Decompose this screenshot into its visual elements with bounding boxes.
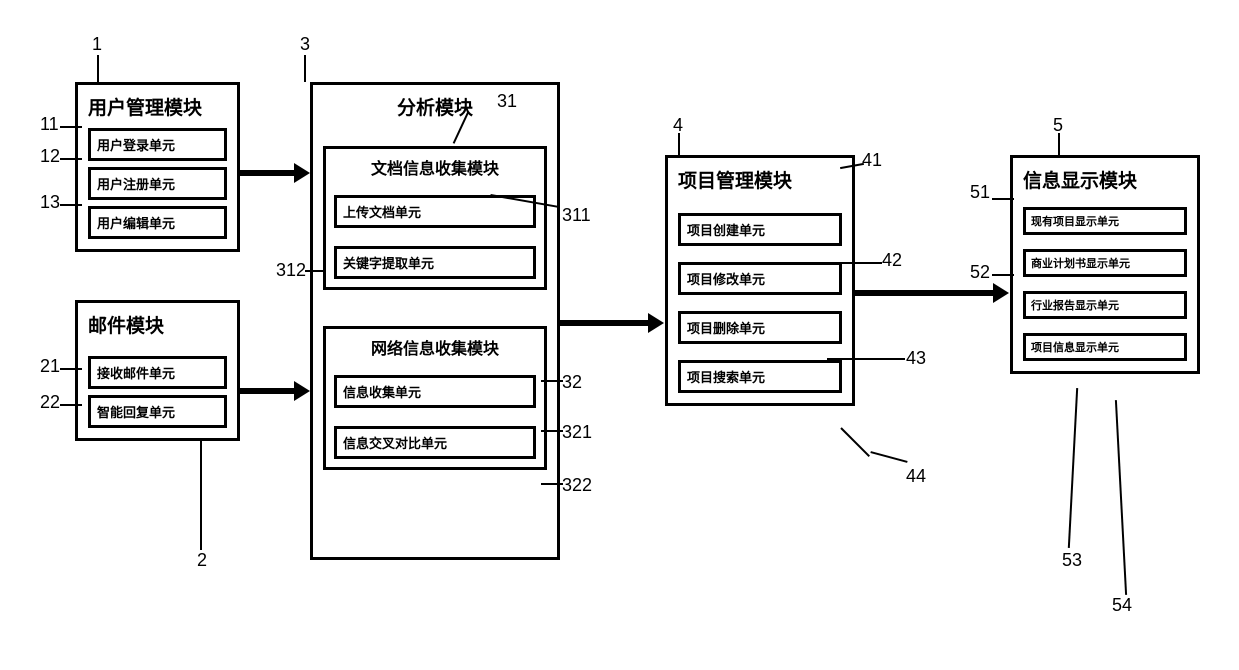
unit-upload-doc: 上传文档单元 [334, 195, 536, 228]
unit-biz-plan: 商业计划书显示单元 [1023, 249, 1187, 277]
module-project-mgmt: 项目管理模块 项目创建单元 项目修改单元 项目删除单元 项目搜索单元 [665, 155, 855, 406]
lead-line [1115, 400, 1127, 595]
lead-line [541, 430, 563, 432]
unit-project-search: 项目搜索单元 [678, 360, 842, 393]
lead-line [840, 427, 870, 457]
arrow-head-icon [294, 163, 310, 183]
label-12: 12 [40, 146, 60, 167]
submodule-doc-info: 文档信息收集模块 上传文档单元 关键字提取单元 [323, 146, 547, 290]
unit-existing-project: 现有项目显示单元 [1023, 207, 1187, 235]
arrow-head-icon [993, 283, 1009, 303]
lead-line [304, 55, 306, 82]
lead-line [60, 158, 82, 160]
module-user-mgmt: 用户管理模块 用户登录单元 用户注册单元 用户编辑单元 [75, 82, 240, 252]
unit-smart-reply: 智能回复单元 [88, 395, 227, 428]
arrow-head-icon [648, 313, 664, 333]
lead-line [541, 380, 563, 382]
arrow-4-to-5 [855, 290, 995, 296]
label-1: 1 [92, 34, 102, 55]
unit-info-collect: 信息收集单元 [334, 375, 536, 408]
lead-line [1058, 133, 1060, 155]
unit-user-register: 用户注册单元 [88, 167, 227, 200]
lead-line [840, 262, 882, 264]
module-title: 邮件模块 [88, 311, 227, 338]
submodule-title: 网络信息收集模块 [334, 335, 536, 359]
arrow-3-to-4 [560, 320, 650, 326]
label-11: 11 [40, 114, 59, 135]
label-54: 54 [1112, 595, 1132, 616]
label-13: 13 [40, 192, 60, 213]
module-info-display: 信息显示模块 现有项目显示单元 商业计划书显示单元 行业报告显示单元 项目信息显… [1010, 155, 1200, 374]
label-312: 312 [276, 260, 306, 281]
submodule-title: 文档信息收集模块 [334, 155, 536, 179]
arrow-1-to-3 [240, 170, 296, 176]
label-3: 3 [300, 34, 310, 55]
module-title: 用户管理模块 [88, 93, 227, 120]
unit-project-create: 项目创建单元 [678, 213, 842, 246]
label-41: 41 [862, 150, 882, 171]
label-21: 21 [40, 356, 60, 377]
lead-line [200, 440, 202, 550]
module-title: 信息显示模块 [1023, 166, 1187, 193]
unit-user-login: 用户登录单元 [88, 128, 227, 161]
lead-line [678, 133, 680, 155]
unit-project-delete: 项目删除单元 [678, 311, 842, 344]
submodule-net-info: 网络信息收集模块 信息收集单元 信息交叉对比单元 [323, 326, 547, 470]
unit-industry-report: 行业报告显示单元 [1023, 291, 1187, 319]
unit-project-info: 项目信息显示单元 [1023, 333, 1187, 361]
arrow-2-to-3 [240, 388, 296, 394]
module-title: 项目管理模块 [678, 166, 842, 193]
lead-line [1068, 388, 1078, 548]
lead-line [97, 55, 99, 82]
label-311: 311 [562, 205, 591, 226]
lead-line [60, 126, 82, 128]
lead-line [60, 368, 82, 370]
label-322: 322 [562, 475, 592, 496]
lead-line [992, 274, 1014, 276]
label-44: 44 [906, 466, 926, 487]
label-53: 53 [1062, 550, 1082, 571]
arrow-head-icon [294, 381, 310, 401]
lead-line [827, 358, 905, 360]
lead-line [870, 451, 907, 463]
label-22: 22 [40, 392, 60, 413]
label-2: 2 [197, 550, 207, 571]
unit-user-edit: 用户编辑单元 [88, 206, 227, 239]
lead-line [60, 204, 82, 206]
unit-mail-receive: 接收邮件单元 [88, 356, 227, 389]
label-31: 31 [497, 91, 517, 112]
lead-line [992, 198, 1014, 200]
lead-line [305, 270, 325, 272]
label-43: 43 [906, 348, 926, 369]
unit-keyword-extract: 关键字提取单元 [334, 246, 536, 279]
lead-line [541, 483, 563, 485]
unit-project-modify: 项目修改单元 [678, 262, 842, 295]
label-51: 51 [970, 182, 990, 203]
unit-info-cross: 信息交叉对比单元 [334, 426, 536, 459]
module-analysis: 分析模块 文档信息收集模块 上传文档单元 关键字提取单元 网络信息收集模块 信息… [310, 82, 560, 560]
lead-line [60, 404, 82, 406]
label-32: 32 [562, 372, 582, 393]
label-42: 42 [882, 250, 902, 271]
label-321: 321 [562, 422, 592, 443]
label-52: 52 [970, 262, 990, 283]
module-mail: 邮件模块 接收邮件单元 智能回复单元 [75, 300, 240, 441]
